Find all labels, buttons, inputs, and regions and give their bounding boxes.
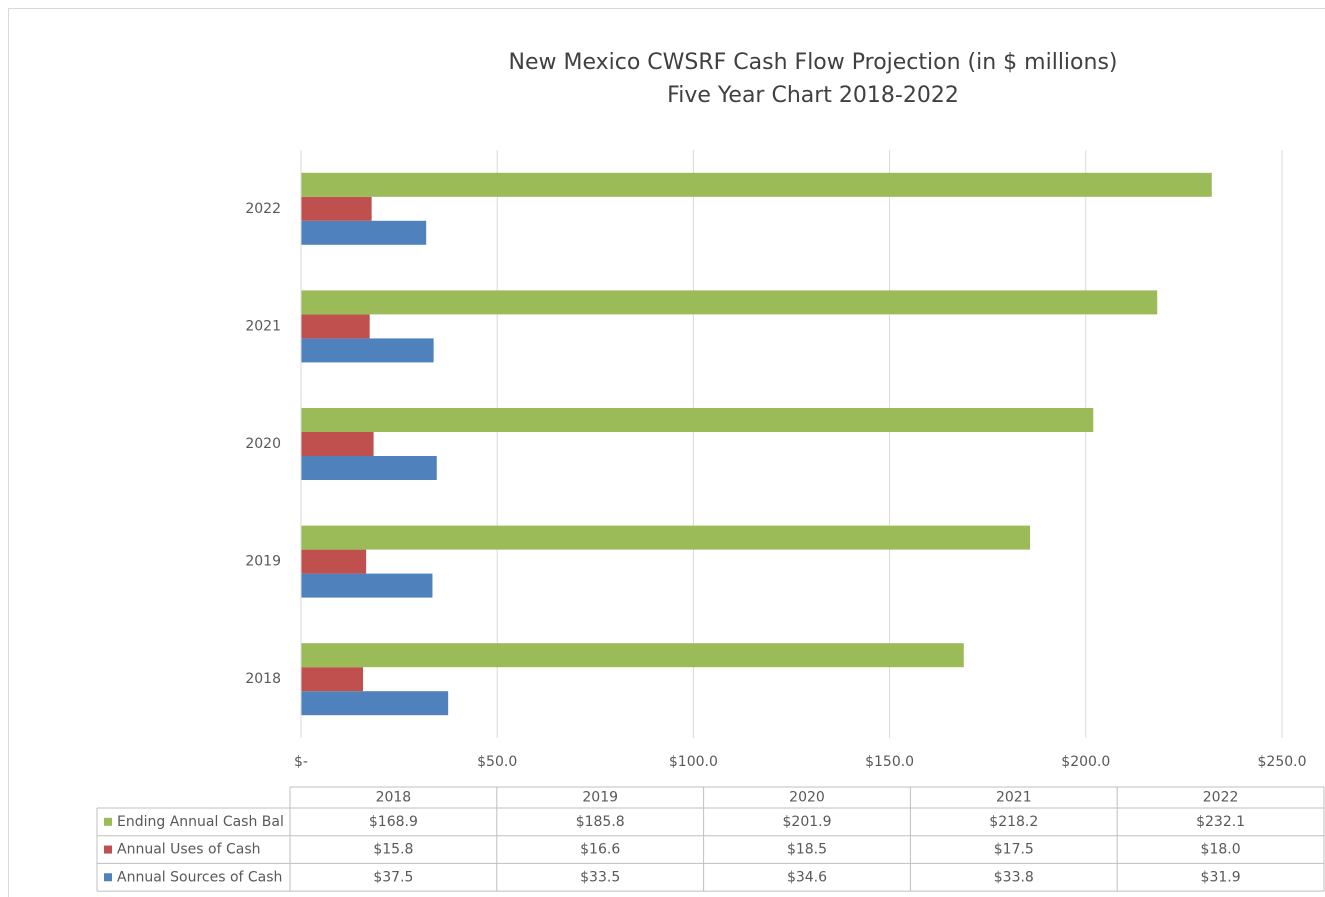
table-cell: $218.2 [989,814,1038,830]
table-header: 2020 [789,790,825,806]
chart-border [8,8,1325,897]
x-tick-label: $- [294,754,308,770]
legend-key [104,817,112,826]
table-header: 2022 [1203,790,1239,806]
table-cell: $18.5 [787,842,827,858]
bar [301,691,449,716]
legend-key [104,845,112,854]
y-tick-label: 2018 [245,671,281,687]
x-tick-label: $250.0 [1258,754,1307,770]
chart-subtitle: Five Year Chart 2018-2022 [667,83,959,108]
table-cell: $33.8 [994,869,1034,885]
x-tick-label: $100.0 [669,754,718,770]
x-tick-label: $150.0 [865,754,914,770]
table-cell: $168.9 [369,814,418,830]
table-header: 2019 [582,790,618,806]
table-cell: $33.5 [580,869,620,885]
y-tick-label: 2021 [245,318,281,334]
table-cell: $37.5 [373,869,413,885]
bar [301,573,433,598]
legend-label: Ending Annual Cash Bal [117,814,284,830]
bar [301,549,367,574]
table-cell: $17.5 [994,842,1034,858]
table-cell: $185.8 [576,814,625,830]
bar [301,338,434,363]
legend-label: Annual Sources of Cash [117,869,282,885]
bar [301,314,370,339]
bar [301,525,1031,550]
table-cell: $201.9 [783,814,832,830]
bar [301,196,372,221]
bar [301,667,363,692]
bar [301,172,1212,197]
table-cell: $15.8 [373,842,413,858]
bar [301,408,1094,432]
y-tick-label: 2019 [245,554,281,570]
table-cell: $16.6 [580,842,620,858]
table-header: 2018 [376,790,412,806]
y-tick-label: 2020 [245,436,281,452]
legend-key [104,873,112,882]
bar [301,290,1158,315]
table-cell: $31.9 [1201,869,1241,885]
table-cell: $18.0 [1201,842,1241,858]
y-tick-label: 2022 [245,201,281,217]
bar [301,220,427,245]
table-cell: $34.6 [787,869,827,885]
table-header: 2021 [996,790,1032,806]
bar [301,432,374,456]
table-cell: $232.1 [1196,814,1245,830]
bar [301,643,964,668]
bar [301,456,437,480]
x-tick-label: $200.0 [1061,754,1110,770]
chart-title: New Mexico CWSRF Cash Flow Projection (i… [509,50,1118,75]
x-tick-label: $50.0 [477,754,517,770]
legend-label: Annual Uses of Cash [117,842,260,858]
